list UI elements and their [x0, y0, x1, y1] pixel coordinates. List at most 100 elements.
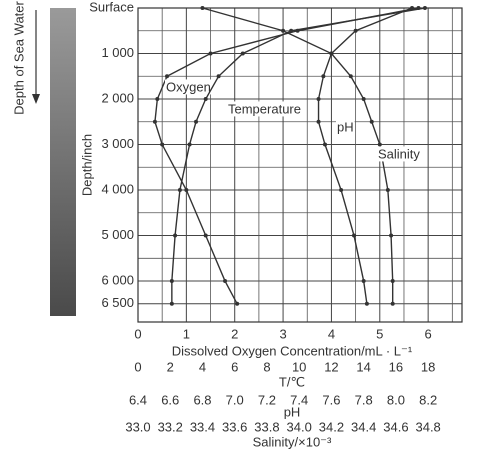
y-tick-label: 6 000: [101, 272, 134, 287]
x-tick-label: 10: [292, 359, 306, 374]
point: [200, 6, 205, 10]
point: [361, 279, 366, 284]
point: [160, 142, 165, 147]
x-tick-label: 7.0: [226, 392, 244, 407]
x-tick-label: 7.8: [355, 392, 373, 407]
point: [390, 279, 395, 284]
x-tick-label: 0: [134, 326, 141, 341]
x-tick-label: 34.6: [383, 419, 408, 434]
x-tick-label: 2: [231, 326, 238, 341]
point: [240, 51, 245, 56]
depth-gradient: [50, 8, 76, 316]
series-label-bg: [377, 146, 422, 162]
x-tick-label: 14: [356, 359, 370, 374]
y-tick-label: 4 000: [101, 181, 134, 196]
y-tick-label: 3 000: [101, 136, 134, 151]
series-label-bg: [227, 101, 302, 117]
point: [410, 6, 415, 10]
x-tick-label: 7.6: [322, 392, 340, 407]
point: [173, 233, 178, 238]
series-label: pH: [337, 119, 354, 134]
point: [177, 188, 182, 193]
point: [216, 74, 221, 79]
point: [353, 28, 358, 33]
x-tick-label: 6: [425, 326, 432, 341]
point: [184, 188, 189, 193]
x-tick-label: 33.4: [190, 419, 215, 434]
point: [223, 279, 228, 284]
x-tick-label: 4: [199, 359, 206, 374]
x-tick-label: 16: [389, 359, 403, 374]
point: [203, 233, 208, 238]
y-tick-label: 1 000: [101, 45, 134, 60]
point: [352, 233, 356, 238]
point: [155, 97, 160, 102]
x-axis-label: pH: [284, 404, 301, 419]
point: [316, 119, 321, 124]
series-label: Salinity: [378, 146, 420, 161]
x-tick-label: 0: [134, 359, 141, 374]
x-tick-label: 34.0: [287, 419, 312, 434]
x-tick-label: 7.2: [258, 392, 276, 407]
x-tick-label: 2: [167, 359, 174, 374]
point: [316, 97, 321, 102]
y-tick-label: Surface: [89, 0, 134, 14]
series-label-bg: [165, 79, 212, 95]
point: [165, 74, 170, 79]
x-tick-label: 33.8: [254, 419, 279, 434]
point: [322, 142, 327, 147]
point: [321, 74, 326, 79]
point: [289, 28, 294, 33]
point: [169, 279, 174, 284]
x-tick-label: 8.0: [387, 392, 405, 407]
y-tick-label: 2 000: [101, 90, 134, 105]
series-label: Oxygen: [166, 79, 211, 94]
x-tick-label: 8.2: [419, 392, 437, 407]
point: [194, 119, 199, 124]
x-tick-label: 12: [324, 359, 338, 374]
point: [389, 233, 394, 238]
x-axis-label: T/℃: [279, 374, 305, 389]
point: [422, 6, 427, 10]
x-tick-label: 5: [376, 326, 383, 341]
y-tick-label: 5 000: [101, 227, 134, 242]
x-tick-label: 33.2: [158, 419, 183, 434]
plot-frame: [137, 7, 463, 323]
series-label-bg: [336, 119, 355, 135]
x-tick-label: 6.4: [129, 392, 147, 407]
point: [364, 301, 369, 306]
x-tick-label: 18: [421, 359, 435, 374]
x-tick-label: 33.6: [222, 419, 247, 434]
x-tick-label: 34.8: [415, 419, 440, 434]
y-tick-label: 6 500: [101, 295, 134, 310]
depth-arrowhead: [32, 94, 40, 104]
point: [169, 301, 174, 306]
x-tick-label: 6.8: [193, 392, 211, 407]
point: [281, 28, 286, 33]
series-label: Temperature: [228, 101, 301, 116]
point: [235, 301, 240, 306]
point: [390, 301, 395, 306]
x-tick-label: 6.6: [161, 392, 179, 407]
x-tick-label: 7.4: [290, 392, 308, 407]
point: [339, 188, 344, 193]
point: [361, 97, 366, 102]
x-axis-label: Dissolved Oxygen Concentration/mL · L⁻¹: [172, 343, 413, 358]
point: [385, 188, 390, 193]
x-tick-label: 34.2: [319, 419, 344, 434]
x-tick-label: 34.4: [351, 419, 376, 434]
curve: [202, 7, 394, 304]
y-axis-label: Depth/inch: [79, 134, 94, 196]
x-tick-label: 6: [231, 359, 238, 374]
x-tick-label: 3: [279, 326, 286, 341]
point: [348, 74, 353, 79]
x-tick-label: 8: [263, 359, 270, 374]
point: [152, 119, 157, 124]
point: [203, 97, 208, 102]
x-tick-label: 33.0: [125, 419, 150, 434]
point: [187, 142, 192, 147]
side-label: Depth of Sea Water: [11, 0, 26, 114]
point: [369, 119, 374, 124]
x-tick-label: 4: [328, 326, 335, 341]
